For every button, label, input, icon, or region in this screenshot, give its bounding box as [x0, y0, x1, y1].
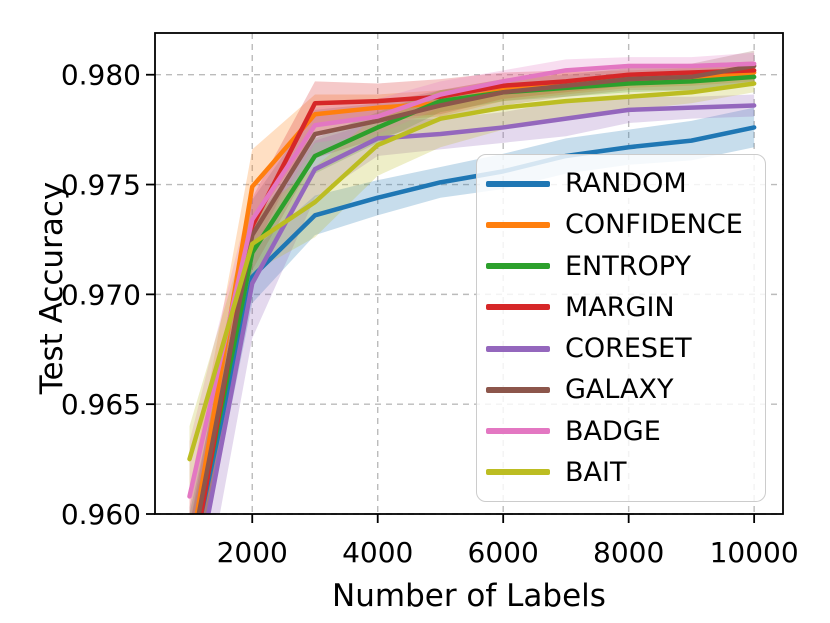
series-line-random [198, 125, 757, 514]
legend-item-bait: BAIT [486, 459, 761, 486]
series-line-galaxy [196, 63, 757, 514]
axes-spines [154, 32, 784, 515]
legend-label: BAIT [565, 456, 627, 488]
legend-label: GALAXY [565, 374, 674, 406]
legend-line-swatch-random [486, 180, 550, 187]
legend-item-galaxy: GALAXY [486, 376, 761, 403]
x-axis-label: Number of Labels [332, 578, 606, 614]
y-tick-label: 0.970 [61, 278, 141, 311]
legend-item-entropy: ENTROPY [486, 253, 761, 280]
series-line-bait [187, 81, 757, 462]
legend-label: CONFIDENCE [565, 209, 743, 241]
legend-label: CORESET [565, 333, 692, 365]
legend-label: MARGIN [565, 291, 675, 323]
y-tick-label: 0.980 [61, 59, 141, 92]
y-axis-label: Test Accuracy [34, 181, 70, 395]
y-tick-label: 0.960 [61, 498, 141, 531]
y-tick-label: 0.975 [61, 169, 141, 202]
x-tick-label: 8000 [593, 536, 664, 569]
x-tick-label: 2000 [217, 536, 288, 569]
legend-line-swatch-confidence [486, 221, 550, 228]
legend-item-coreset: CORESET [486, 335, 761, 362]
legend: RANDOM CONFIDENCE ENTROPY MARGIN CORESET GALA… [476, 154, 766, 502]
legend-line-swatch-bait [486, 469, 550, 476]
legend-line-swatch-entropy [486, 263, 550, 270]
legend-line-swatch-coreset [486, 345, 550, 352]
confidence-band-bait [189, 74, 755, 493]
series-line-margin [198, 68, 757, 514]
legend-item-random: RANDOM [486, 170, 761, 197]
x-tick-label: 10000 [710, 536, 799, 569]
legend-item-badge: BADGE [486, 418, 761, 445]
legend-line-swatch-margin [486, 304, 550, 311]
x-tick-label: 4000 [342, 536, 413, 569]
series-line-coreset [206, 103, 757, 514]
legend-label: RANDOM [565, 168, 687, 200]
legend-label: BADGE [565, 415, 661, 447]
series-line-badge [187, 61, 757, 499]
legend-label: ENTROPY [565, 250, 691, 282]
legend-line-swatch-badge [486, 428, 550, 435]
legend-item-confidence: CONFIDENCE [486, 211, 761, 238]
y-tick-label: 0.965 [61, 388, 141, 421]
legend-line-swatch-galaxy [486, 386, 550, 393]
x-tick-label: 6000 [468, 536, 539, 569]
legend-item-margin: MARGIN [486, 294, 761, 321]
